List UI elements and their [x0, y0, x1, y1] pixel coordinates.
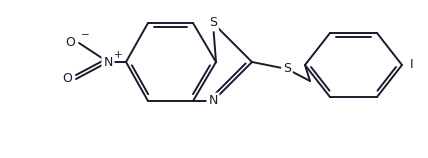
Text: I: I — [410, 58, 413, 72]
Text: S: S — [209, 16, 217, 30]
Text: N: N — [208, 94, 218, 107]
Text: −: − — [81, 30, 90, 40]
Text: S: S — [283, 63, 291, 76]
Text: +: + — [114, 50, 123, 60]
Text: O: O — [62, 73, 72, 85]
Text: O: O — [65, 36, 75, 49]
Text: N: N — [103, 55, 113, 69]
